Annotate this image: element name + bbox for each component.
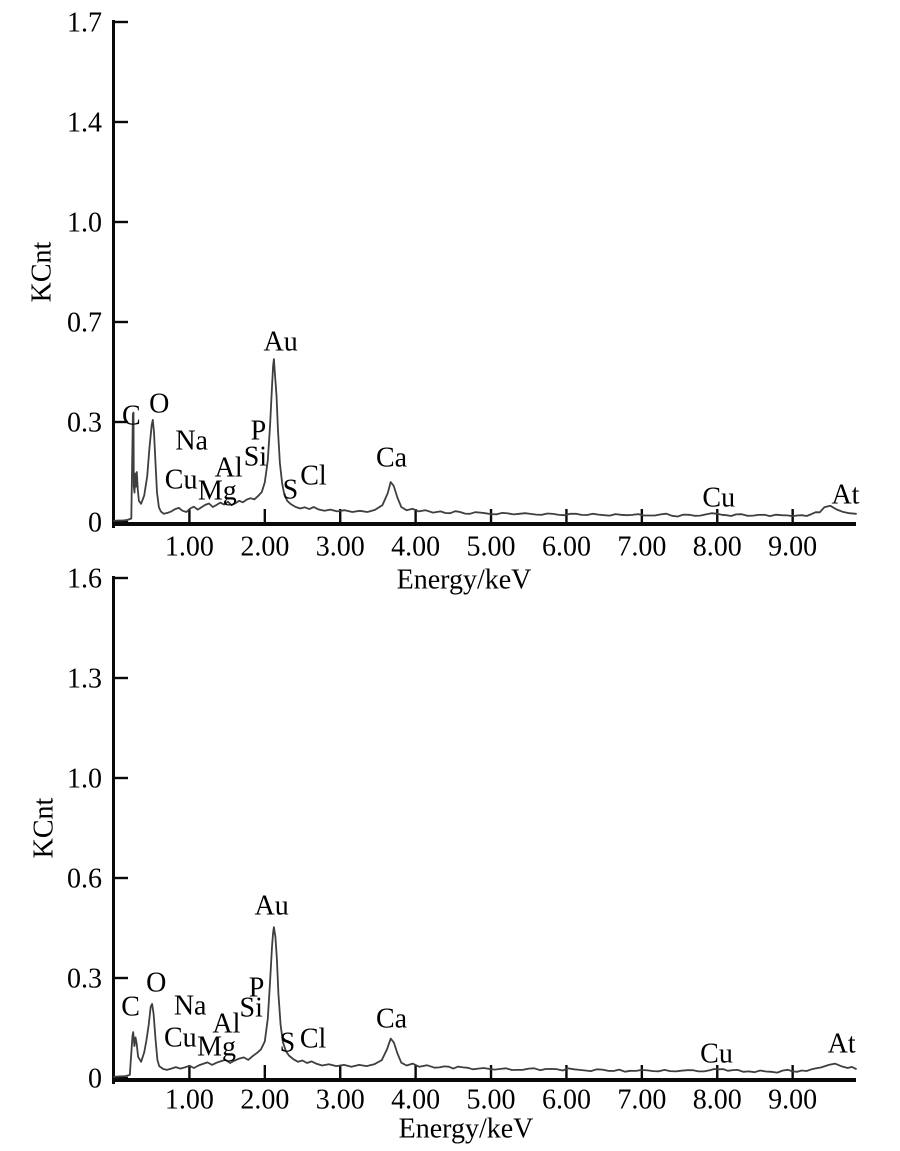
y-tick-label: 0 bbox=[88, 508, 102, 539]
element-label-cu: Cu bbox=[165, 465, 198, 496]
x-tick-label: 5.00 bbox=[467, 1085, 516, 1116]
y-tick-label: 1.3 bbox=[67, 664, 102, 695]
y-axis-title: KCnt bbox=[29, 797, 60, 858]
element-label-na: Na bbox=[174, 990, 207, 1021]
x-tick-label: 3.00 bbox=[316, 532, 365, 563]
x-tick-label: 9.00 bbox=[768, 1085, 817, 1116]
element-label-na: Na bbox=[175, 425, 208, 456]
element-label-si: Si bbox=[244, 442, 268, 473]
x-tick-label: 1.00 bbox=[165, 532, 214, 563]
x-tick-label: 3.00 bbox=[316, 1085, 365, 1116]
element-label-cl: Cl bbox=[300, 1024, 327, 1055]
y-tick-label: 1.0 bbox=[67, 208, 102, 239]
element-label-ca: Ca bbox=[376, 443, 408, 474]
y-tick-label: 1.0 bbox=[67, 764, 102, 795]
x-tick-label: 1.00 bbox=[165, 1085, 214, 1116]
element-label-p: P bbox=[249, 973, 265, 1004]
element-label-s: S bbox=[283, 475, 299, 506]
element-label-at: At bbox=[828, 1029, 856, 1060]
y-axis-line bbox=[112, 576, 115, 1084]
element-label-p: P bbox=[251, 415, 267, 446]
x-axis-line bbox=[112, 1078, 856, 1082]
element-label-ca: Ca bbox=[376, 1004, 408, 1035]
y-tick-label: 0.6 bbox=[67, 864, 102, 895]
y-axis-title: KCnt bbox=[27, 241, 58, 302]
element-label-au: Au bbox=[264, 327, 298, 358]
element-label-o: O bbox=[149, 388, 169, 419]
spectrum-line bbox=[113, 926, 857, 1078]
x-tick-label: 2.00 bbox=[240, 532, 289, 563]
chart-1: 0 0.3 0.7 1.0 1.4 1.7 1.00 2.00 3.00 4.00 5.00 6.00… bbox=[27, 8, 860, 596]
x-axis-title: Energy/keV bbox=[397, 565, 532, 596]
y-tick-label: 0 bbox=[88, 1064, 102, 1095]
element-label-mg: Mg bbox=[197, 1032, 236, 1063]
chart-2: 0 0.3 0.6 1.0 1.3 1.6 1.00 2.00 3.00 4.00 5.00 6.00… bbox=[29, 564, 857, 1145]
x-axis-title: Energy/keV bbox=[399, 1114, 534, 1145]
x-axis-line bbox=[112, 522, 856, 526]
element-label-si: Si bbox=[240, 993, 264, 1024]
x-tick-label: 4.00 bbox=[391, 1085, 440, 1116]
y-tick-label: 1.7 bbox=[67, 8, 102, 39]
x-tick-label: 8.00 bbox=[693, 1085, 742, 1116]
element-label-cu: Cu bbox=[702, 483, 735, 514]
element-label-al: Al bbox=[212, 1009, 240, 1040]
y-axis-line bbox=[112, 20, 115, 528]
y-tick-label: 1.6 bbox=[67, 564, 102, 595]
element-label-al: Al bbox=[215, 453, 243, 484]
element-label-o: O bbox=[146, 968, 166, 999]
element-label-c: C bbox=[122, 400, 141, 431]
spectrum-line bbox=[113, 358, 857, 522]
element-label-cu: Cu bbox=[700, 1039, 733, 1070]
y-tick-label: 0.3 bbox=[67, 408, 102, 439]
x-tick-label: 4.00 bbox=[391, 532, 440, 563]
element-label-mg: Mg bbox=[198, 475, 237, 506]
x-tick-label: 5.00 bbox=[467, 532, 516, 563]
x-tick-label: 7.00 bbox=[617, 1085, 666, 1116]
x-tick-label: 6.00 bbox=[542, 532, 591, 563]
x-tick-label: 6.00 bbox=[542, 1085, 591, 1116]
y-tick-label: 1.4 bbox=[67, 108, 102, 139]
x-tick-label: 7.00 bbox=[617, 532, 666, 563]
y-tick-label: 0.7 bbox=[67, 308, 102, 339]
x-tick-label: 9.00 bbox=[768, 532, 817, 563]
x-tick-label: 2.00 bbox=[240, 1085, 289, 1116]
element-label-c: C bbox=[121, 992, 140, 1023]
element-label-cl: Cl bbox=[300, 460, 327, 491]
element-label-au: Au bbox=[254, 890, 288, 921]
y-tick-label: 0.3 bbox=[67, 964, 102, 995]
element-label-cu: Cu bbox=[164, 1023, 197, 1054]
x-tick-label: 8.00 bbox=[693, 532, 742, 563]
element-label-at: At bbox=[831, 480, 859, 511]
element-label-s: S bbox=[280, 1028, 296, 1059]
